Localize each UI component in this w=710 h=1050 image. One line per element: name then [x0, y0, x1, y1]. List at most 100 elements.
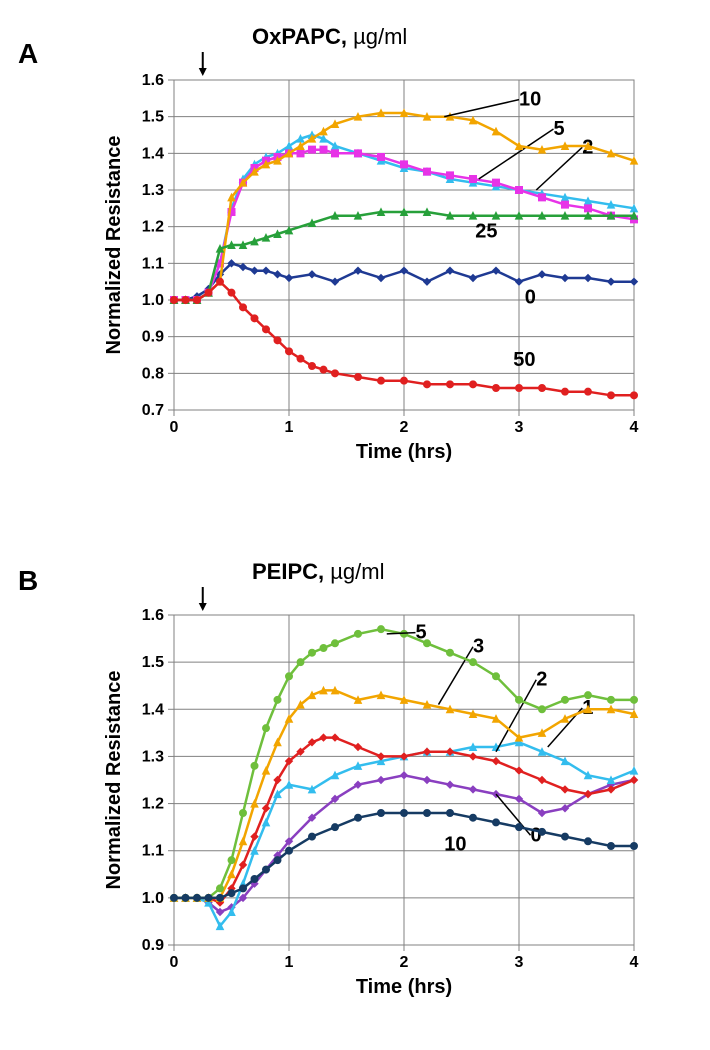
y-tick-label: 0.7: [142, 402, 164, 419]
series-marker: [309, 363, 316, 370]
series-marker: [447, 649, 454, 656]
series-annot: 25: [475, 221, 497, 243]
y-tick-label: 1.0: [142, 890, 164, 907]
series-marker: [631, 843, 638, 850]
y-tick-label: 1.6: [142, 72, 164, 89]
series-marker: [608, 392, 615, 399]
y-tick-label: 1.2: [142, 219, 164, 236]
series-marker: [401, 377, 408, 384]
series-marker: [585, 205, 592, 212]
series-marker: [332, 640, 339, 647]
y-axis-title: Normalized Resistance: [103, 671, 125, 890]
series-marker: [355, 630, 362, 637]
y-tick-label: 1.3: [142, 748, 164, 765]
series-annot: 0: [525, 287, 536, 309]
chart-a-wrap: OxPAPC, µg/ml0.70.80.91.01.11.21.31.41.5…: [90, 20, 650, 480]
arrow-icon: [199, 603, 207, 611]
series-marker: [424, 168, 431, 175]
series-marker: [470, 659, 477, 666]
series-marker: [286, 847, 293, 854]
x-tick-label: 1: [285, 419, 294, 436]
panel-label-a: A: [18, 38, 38, 70]
series-marker: [539, 385, 546, 392]
series-marker: [401, 161, 408, 168]
series-marker: [182, 297, 189, 304]
series-marker: [263, 866, 270, 873]
series-marker: [217, 885, 224, 892]
series-marker: [228, 890, 235, 897]
series-marker: [297, 659, 304, 666]
series-marker: [585, 692, 592, 699]
y-tick-label: 1.1: [142, 255, 164, 272]
series-marker: [194, 297, 201, 304]
series-marker: [320, 645, 327, 652]
y-tick-label: 1.2: [142, 796, 164, 813]
series-marker: [631, 696, 638, 703]
series-marker: [516, 187, 523, 194]
x-tick-label: 2: [400, 419, 409, 436]
panel-label-b: B: [18, 565, 38, 597]
series-marker: [217, 278, 224, 285]
series-marker: [217, 894, 224, 901]
series-marker: [205, 289, 212, 296]
series-marker: [332, 150, 339, 157]
chart-b: PEIPC, µg/ml0.91.01.11.21.31.41.51.60123…: [90, 555, 650, 1015]
series-marker: [470, 814, 477, 821]
series-marker: [332, 824, 339, 831]
series-marker: [470, 381, 477, 388]
series-marker: [470, 176, 477, 183]
series-annot: 5: [554, 118, 565, 140]
series-marker: [228, 857, 235, 864]
y-tick-label: 1.1: [142, 843, 164, 860]
y-tick-label: 1.3: [142, 182, 164, 199]
x-tick-label: 0: [170, 954, 179, 971]
series-marker: [608, 843, 615, 850]
series-marker: [493, 179, 500, 186]
series-marker: [562, 201, 569, 208]
y-axis-title: Normalized Resistance: [103, 136, 125, 355]
series-marker: [297, 150, 304, 157]
series-marker: [562, 696, 569, 703]
series-marker: [309, 833, 316, 840]
x-tick-label: 3: [515, 419, 524, 436]
y-tick-label: 1.4: [142, 145, 164, 162]
y-tick-label: 0.8: [142, 365, 164, 382]
series-marker: [355, 150, 362, 157]
x-tick-label: 4: [630, 419, 639, 436]
series-marker: [631, 392, 638, 399]
series-marker: [286, 348, 293, 355]
series-marker: [562, 388, 569, 395]
arrow-icon: [199, 68, 207, 76]
chart-b-wrap: PEIPC, µg/ml0.91.01.11.21.31.41.51.60123…: [90, 555, 650, 1015]
series-marker: [585, 388, 592, 395]
series-marker: [332, 370, 339, 377]
series-marker: [493, 819, 500, 826]
series-marker: [194, 894, 201, 901]
x-tick-label: 2: [400, 954, 409, 971]
series-marker: [608, 696, 615, 703]
compound-label: OxPAPC, µg/ml: [252, 24, 407, 49]
series-marker: [263, 725, 270, 732]
series-marker: [263, 326, 270, 333]
series-marker: [251, 876, 258, 883]
series-marker: [378, 626, 385, 633]
series-marker: [378, 154, 385, 161]
y-tick-label: 0.9: [142, 937, 164, 954]
series-annot: 10: [519, 89, 541, 111]
series-marker: [401, 810, 408, 817]
series-annot: 5: [416, 622, 427, 644]
series-marker: [171, 297, 178, 304]
figure-page: { "panelA": { "label": "A", "label_fonts…: [0, 0, 710, 1050]
series-marker: [539, 828, 546, 835]
y-tick-label: 1.4: [142, 701, 164, 718]
series-marker: [251, 762, 258, 769]
series-marker: [205, 894, 212, 901]
x-tick-label: 4: [630, 954, 639, 971]
series-marker: [539, 706, 546, 713]
y-tick-label: 1.0: [142, 292, 164, 309]
series-marker: [355, 374, 362, 381]
series-annot: 10: [444, 834, 466, 856]
y-tick-label: 1.5: [142, 654, 164, 671]
series-marker: [493, 673, 500, 680]
y-tick-label: 0.9: [142, 329, 164, 346]
